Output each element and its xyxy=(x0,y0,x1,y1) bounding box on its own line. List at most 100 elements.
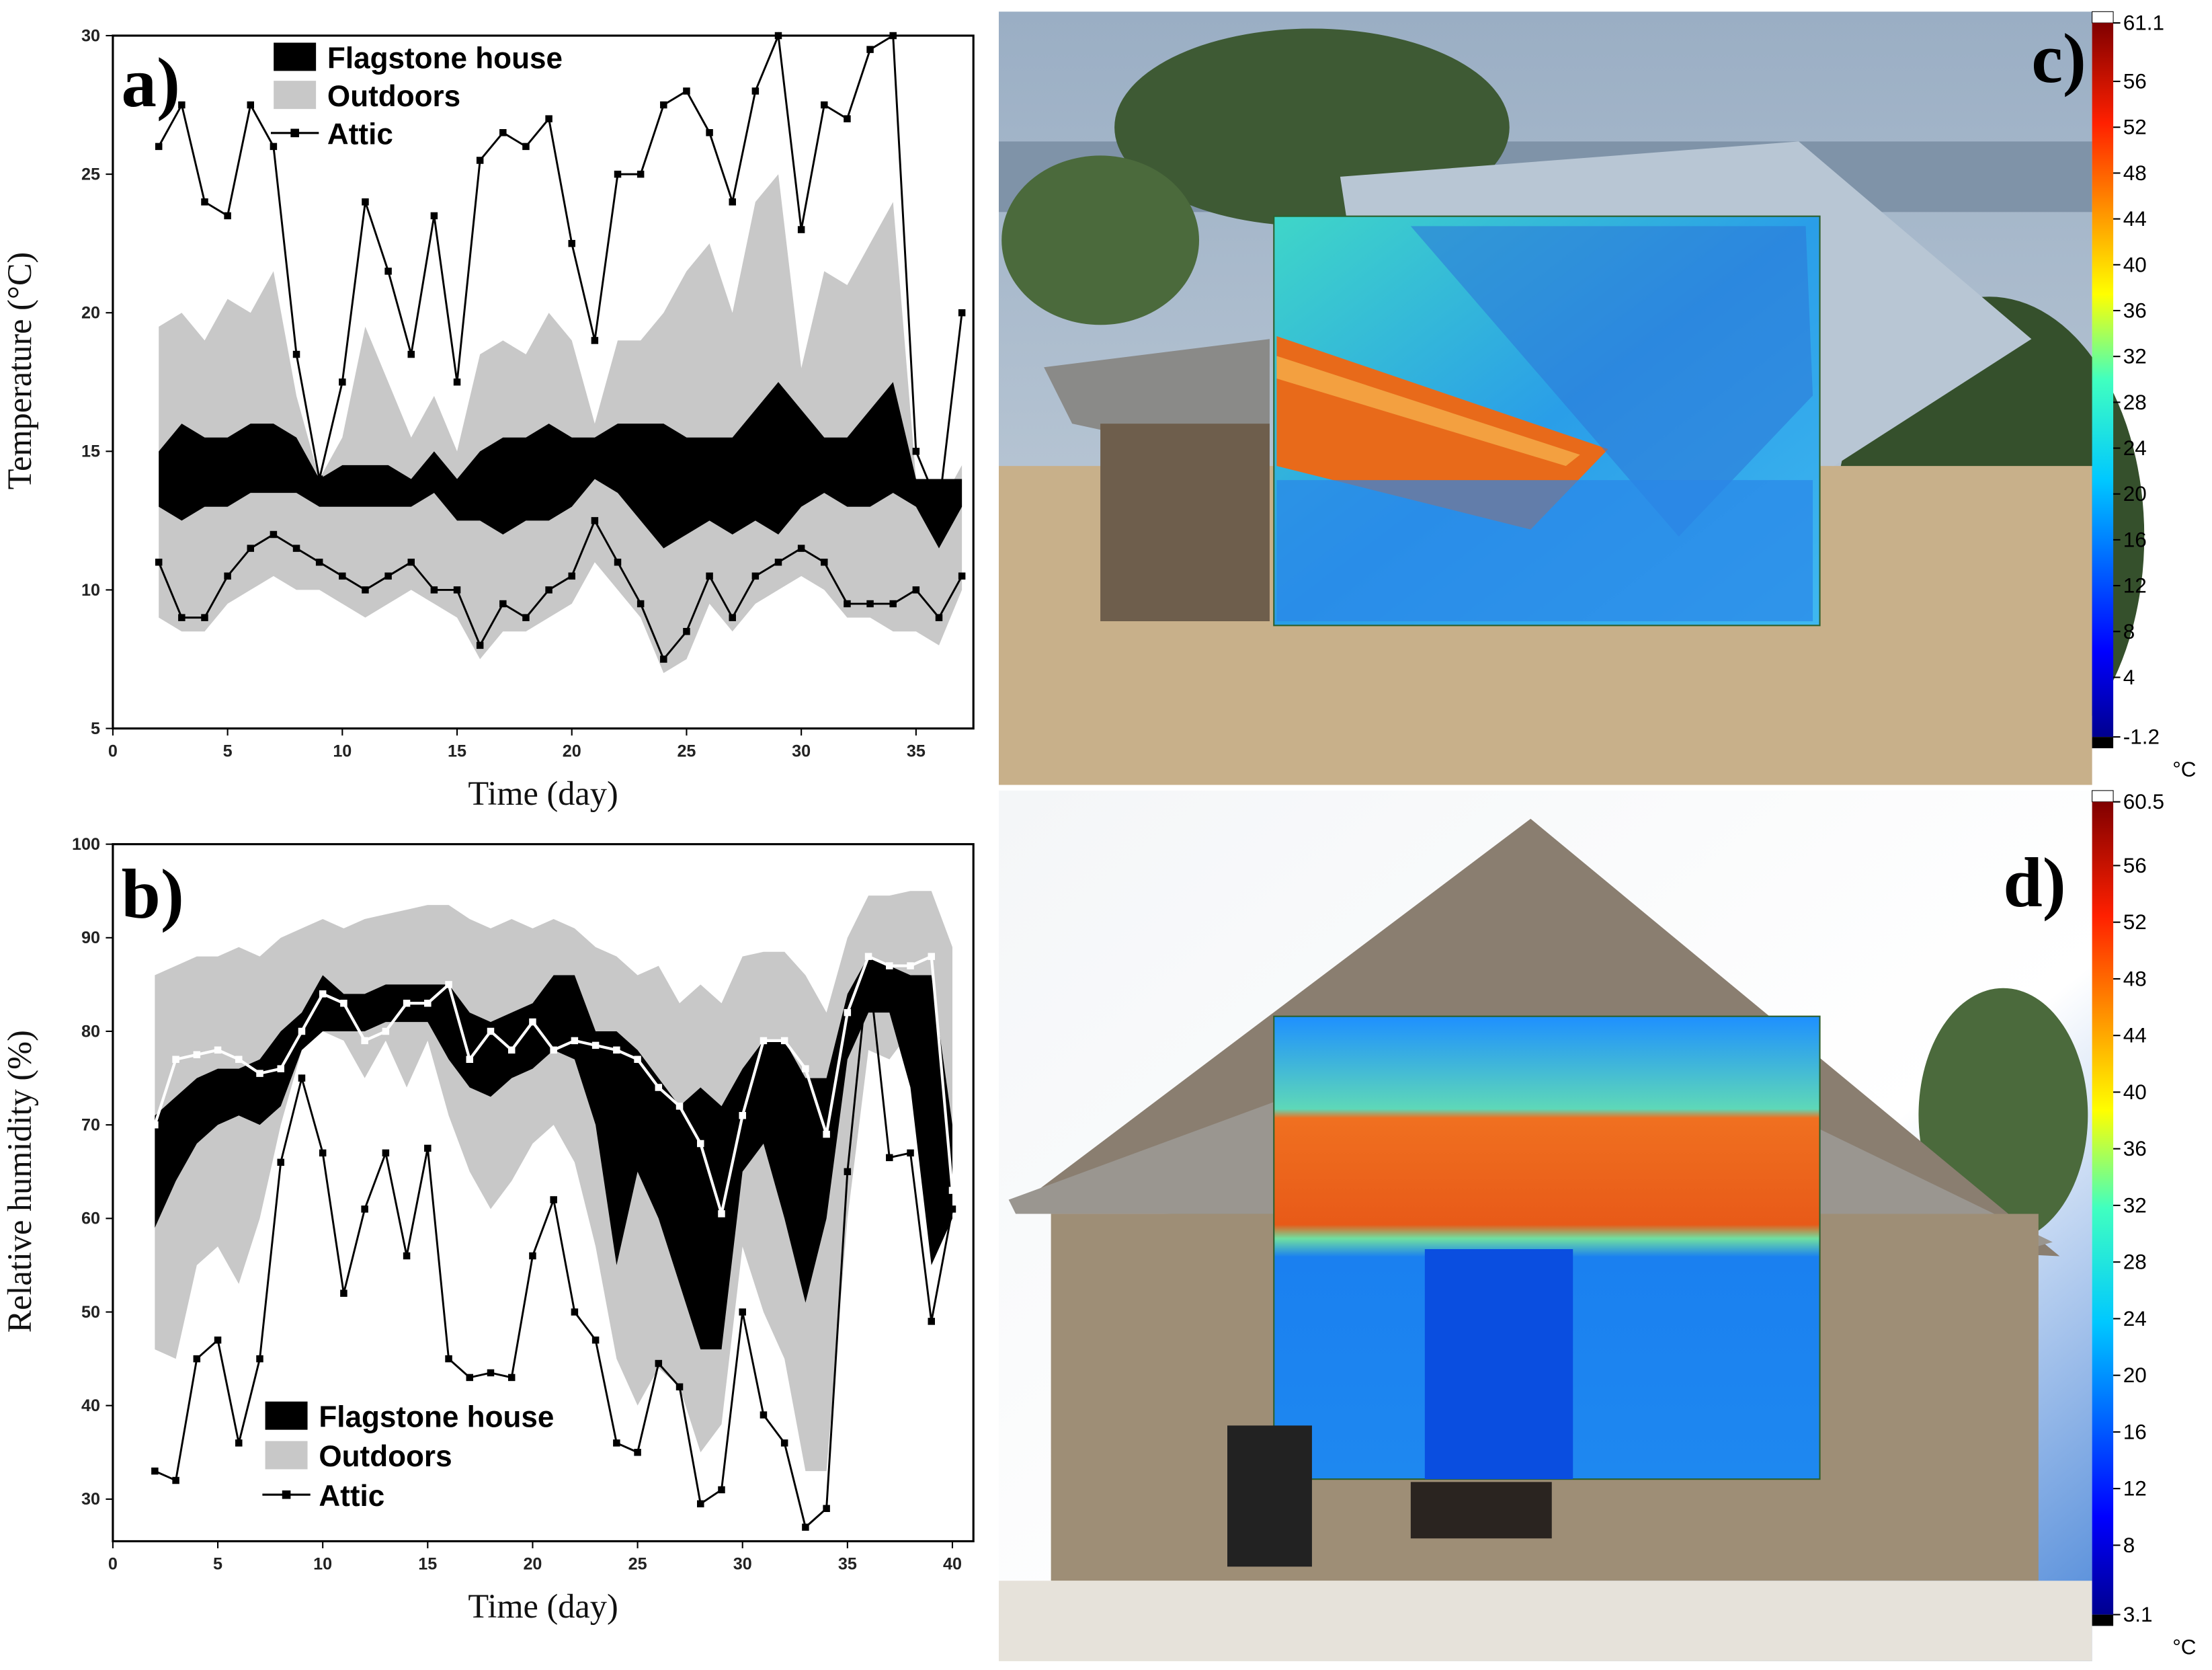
data-point xyxy=(403,999,411,1007)
data-point xyxy=(780,1439,788,1447)
panel-label: a) xyxy=(122,43,180,122)
data-point xyxy=(591,1337,600,1344)
data-point xyxy=(298,1027,306,1035)
data-point xyxy=(545,586,552,594)
data-point xyxy=(634,1449,641,1456)
legend-swatch xyxy=(274,42,317,71)
colorbar-unit: °C xyxy=(2172,1635,2196,1659)
data-point xyxy=(499,600,507,608)
data-point xyxy=(178,101,186,109)
data-point xyxy=(675,1103,684,1110)
data-line xyxy=(157,518,963,662)
data-point xyxy=(912,448,920,455)
x-tick-label: 15 xyxy=(448,742,466,761)
colorbar-label: 61.1 xyxy=(2123,11,2164,35)
y-tick-label: 30 xyxy=(81,1490,100,1509)
data-point xyxy=(430,212,438,220)
data-point xyxy=(403,1252,411,1260)
data-point xyxy=(361,1205,368,1213)
data-point xyxy=(655,1359,663,1367)
y-tick-label: 25 xyxy=(81,165,100,184)
data-point xyxy=(214,1337,222,1344)
colorbar-label: 28 xyxy=(2123,391,2147,414)
data-point xyxy=(591,337,599,344)
legend-marker xyxy=(282,1490,291,1499)
data-point xyxy=(614,558,622,566)
data-point xyxy=(844,115,851,122)
data-point xyxy=(591,517,599,524)
x-tick-label: 20 xyxy=(563,742,581,761)
data-point xyxy=(718,1210,725,1218)
x-tick-label: 35 xyxy=(838,1554,857,1573)
x-tick-label: 15 xyxy=(418,1554,437,1573)
data-point xyxy=(729,198,736,206)
data-point xyxy=(948,1187,956,1194)
data-point xyxy=(270,143,278,151)
x-tick-label: 0 xyxy=(108,742,118,761)
data-point xyxy=(235,1056,243,1063)
colorbar-label: 56 xyxy=(2123,854,2147,877)
data-point xyxy=(224,212,231,220)
colorbar-label: 12 xyxy=(2123,1477,2147,1501)
data-point xyxy=(568,239,575,247)
x-tick-label: 5 xyxy=(223,742,233,761)
data-point xyxy=(235,1439,243,1447)
data-point xyxy=(507,1374,516,1382)
data-point xyxy=(529,1018,536,1026)
data-point xyxy=(928,953,936,960)
data-point xyxy=(424,1144,432,1152)
colorbar-bottom xyxy=(2092,1614,2114,1626)
x-tick-label: 30 xyxy=(792,742,811,761)
data-point xyxy=(886,962,893,969)
photo-c xyxy=(998,11,2145,785)
data-point xyxy=(751,572,760,580)
data-point xyxy=(935,614,943,621)
x-tick-label: 30 xyxy=(733,1554,752,1573)
legend-swatch xyxy=(265,1401,308,1430)
colorbar xyxy=(2092,23,2114,738)
data-point xyxy=(292,545,300,552)
data-point xyxy=(424,999,432,1007)
colorbar-bottom xyxy=(2092,737,2114,748)
legend-label: Flagstone house xyxy=(319,1400,554,1433)
data-point xyxy=(823,1130,830,1138)
data-point xyxy=(797,226,805,233)
data-point xyxy=(277,1158,284,1166)
x-axis-label: Time (day) xyxy=(468,1587,618,1625)
panel-label: c) xyxy=(2031,19,2086,97)
colorbar xyxy=(2092,801,2114,1615)
colorbar-label: 12 xyxy=(2123,574,2147,598)
data-point xyxy=(277,1065,284,1072)
data-point xyxy=(453,586,461,594)
data-line xyxy=(157,32,963,511)
colorbar-label: 60.5 xyxy=(2123,790,2164,813)
data-point xyxy=(637,170,645,178)
band-area xyxy=(159,174,962,674)
colorbar-label: 40 xyxy=(2123,253,2147,276)
data-point xyxy=(362,198,369,206)
y-tick-label: 80 xyxy=(81,1022,100,1041)
y-tick-label: 100 xyxy=(72,835,100,854)
band-area xyxy=(159,382,962,549)
data-point xyxy=(247,101,255,109)
colorbar-label: 48 xyxy=(2123,967,2147,990)
data-point xyxy=(928,1318,936,1325)
data-point xyxy=(151,1121,159,1129)
legend-label: Outdoors xyxy=(327,80,460,113)
x-tick-label: 25 xyxy=(677,742,696,761)
data-point xyxy=(613,1046,620,1054)
x-tick-label: 10 xyxy=(333,742,352,761)
data-point xyxy=(155,558,163,566)
data-point xyxy=(445,981,452,988)
legend-swatch xyxy=(274,81,317,110)
data-point xyxy=(151,1467,159,1475)
legend-marker xyxy=(290,128,299,138)
data-point xyxy=(706,572,713,580)
data-point xyxy=(315,558,323,566)
data-point xyxy=(545,115,552,122)
colorbar-label: 4 xyxy=(2123,666,2135,689)
data-point xyxy=(507,1046,516,1054)
data-point xyxy=(568,572,575,580)
plot-frame xyxy=(112,843,975,1543)
